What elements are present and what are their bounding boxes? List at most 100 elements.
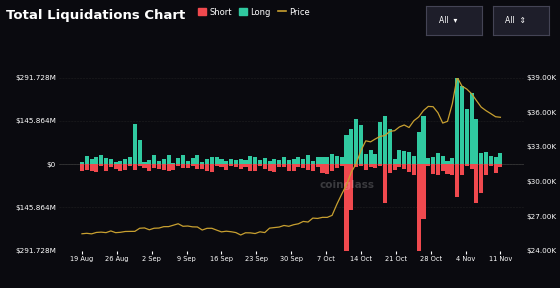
- Bar: [292, 159, 296, 164]
- Bar: [104, 164, 108, 171]
- Bar: [450, 158, 454, 164]
- Bar: [157, 161, 161, 164]
- Bar: [359, 164, 363, 166]
- Bar: [272, 164, 277, 172]
- Bar: [80, 162, 84, 164]
- Bar: [118, 164, 123, 170]
- Bar: [147, 164, 151, 171]
- Bar: [489, 156, 493, 164]
- Bar: [109, 159, 113, 164]
- Bar: [90, 159, 94, 164]
- Bar: [152, 156, 156, 164]
- Bar: [383, 164, 387, 203]
- Bar: [114, 162, 118, 164]
- Bar: [431, 164, 435, 174]
- Bar: [398, 150, 402, 164]
- Bar: [239, 164, 242, 169]
- Bar: [282, 158, 286, 164]
- Bar: [186, 164, 190, 168]
- Bar: [220, 164, 223, 167]
- Bar: [224, 161, 228, 164]
- Bar: [460, 164, 464, 175]
- Bar: [316, 164, 320, 166]
- Bar: [412, 164, 416, 175]
- Bar: [402, 164, 406, 169]
- Bar: [417, 164, 421, 251]
- Bar: [94, 157, 99, 164]
- Bar: [450, 164, 454, 175]
- Bar: [99, 155, 103, 164]
- Bar: [479, 153, 483, 164]
- Text: All  ▾: All ▾: [439, 16, 457, 25]
- Bar: [316, 157, 320, 164]
- Bar: [292, 164, 296, 171]
- Bar: [388, 164, 392, 173]
- Bar: [128, 164, 132, 166]
- Bar: [80, 164, 84, 171]
- Bar: [210, 157, 214, 164]
- Bar: [85, 164, 89, 170]
- Bar: [147, 160, 151, 164]
- Text: coinglass: coinglass: [319, 180, 375, 190]
- Bar: [142, 164, 147, 168]
- Bar: [229, 159, 233, 164]
- Bar: [138, 141, 142, 164]
- Bar: [234, 160, 238, 164]
- Bar: [128, 157, 132, 164]
- Bar: [344, 164, 348, 251]
- Bar: [368, 164, 372, 167]
- Bar: [484, 152, 488, 164]
- Text: Total Liquidations Chart: Total Liquidations Chart: [6, 9, 185, 22]
- Bar: [181, 155, 185, 164]
- Bar: [263, 164, 267, 169]
- Bar: [248, 164, 253, 170]
- Bar: [176, 158, 180, 164]
- Legend: Short, Long, Price: Short, Long, Price: [195, 4, 314, 20]
- Bar: [171, 164, 175, 170]
- Bar: [186, 161, 190, 164]
- Bar: [426, 164, 430, 166]
- Bar: [162, 164, 166, 170]
- Bar: [239, 159, 242, 164]
- Bar: [340, 157, 344, 164]
- Bar: [407, 164, 411, 172]
- Bar: [335, 164, 339, 168]
- Bar: [224, 164, 228, 170]
- Bar: [282, 164, 286, 166]
- Bar: [258, 160, 262, 164]
- Bar: [493, 164, 498, 173]
- Bar: [214, 164, 219, 166]
- Bar: [431, 156, 435, 164]
- Bar: [176, 164, 180, 166]
- Bar: [296, 164, 301, 167]
- Bar: [85, 156, 89, 164]
- Bar: [277, 164, 281, 167]
- Bar: [301, 160, 305, 164]
- Bar: [229, 164, 233, 166]
- Bar: [383, 115, 387, 164]
- Bar: [349, 164, 353, 210]
- Bar: [445, 164, 450, 174]
- Bar: [484, 164, 488, 175]
- Bar: [268, 164, 272, 170]
- Bar: [359, 125, 363, 164]
- Bar: [272, 159, 277, 164]
- Bar: [354, 164, 358, 166]
- Bar: [469, 164, 474, 169]
- Bar: [123, 159, 127, 164]
- Bar: [374, 154, 377, 164]
- Bar: [214, 157, 219, 164]
- Text: All  ⇕: All ⇕: [505, 16, 526, 25]
- Bar: [268, 161, 272, 164]
- Bar: [118, 161, 123, 164]
- Bar: [244, 164, 248, 166]
- Bar: [99, 164, 103, 166]
- Bar: [354, 119, 358, 164]
- Bar: [363, 164, 368, 170]
- Bar: [445, 160, 450, 164]
- Bar: [325, 157, 329, 164]
- Bar: [205, 164, 209, 171]
- Bar: [311, 161, 315, 164]
- Bar: [311, 164, 315, 171]
- Bar: [138, 164, 142, 166]
